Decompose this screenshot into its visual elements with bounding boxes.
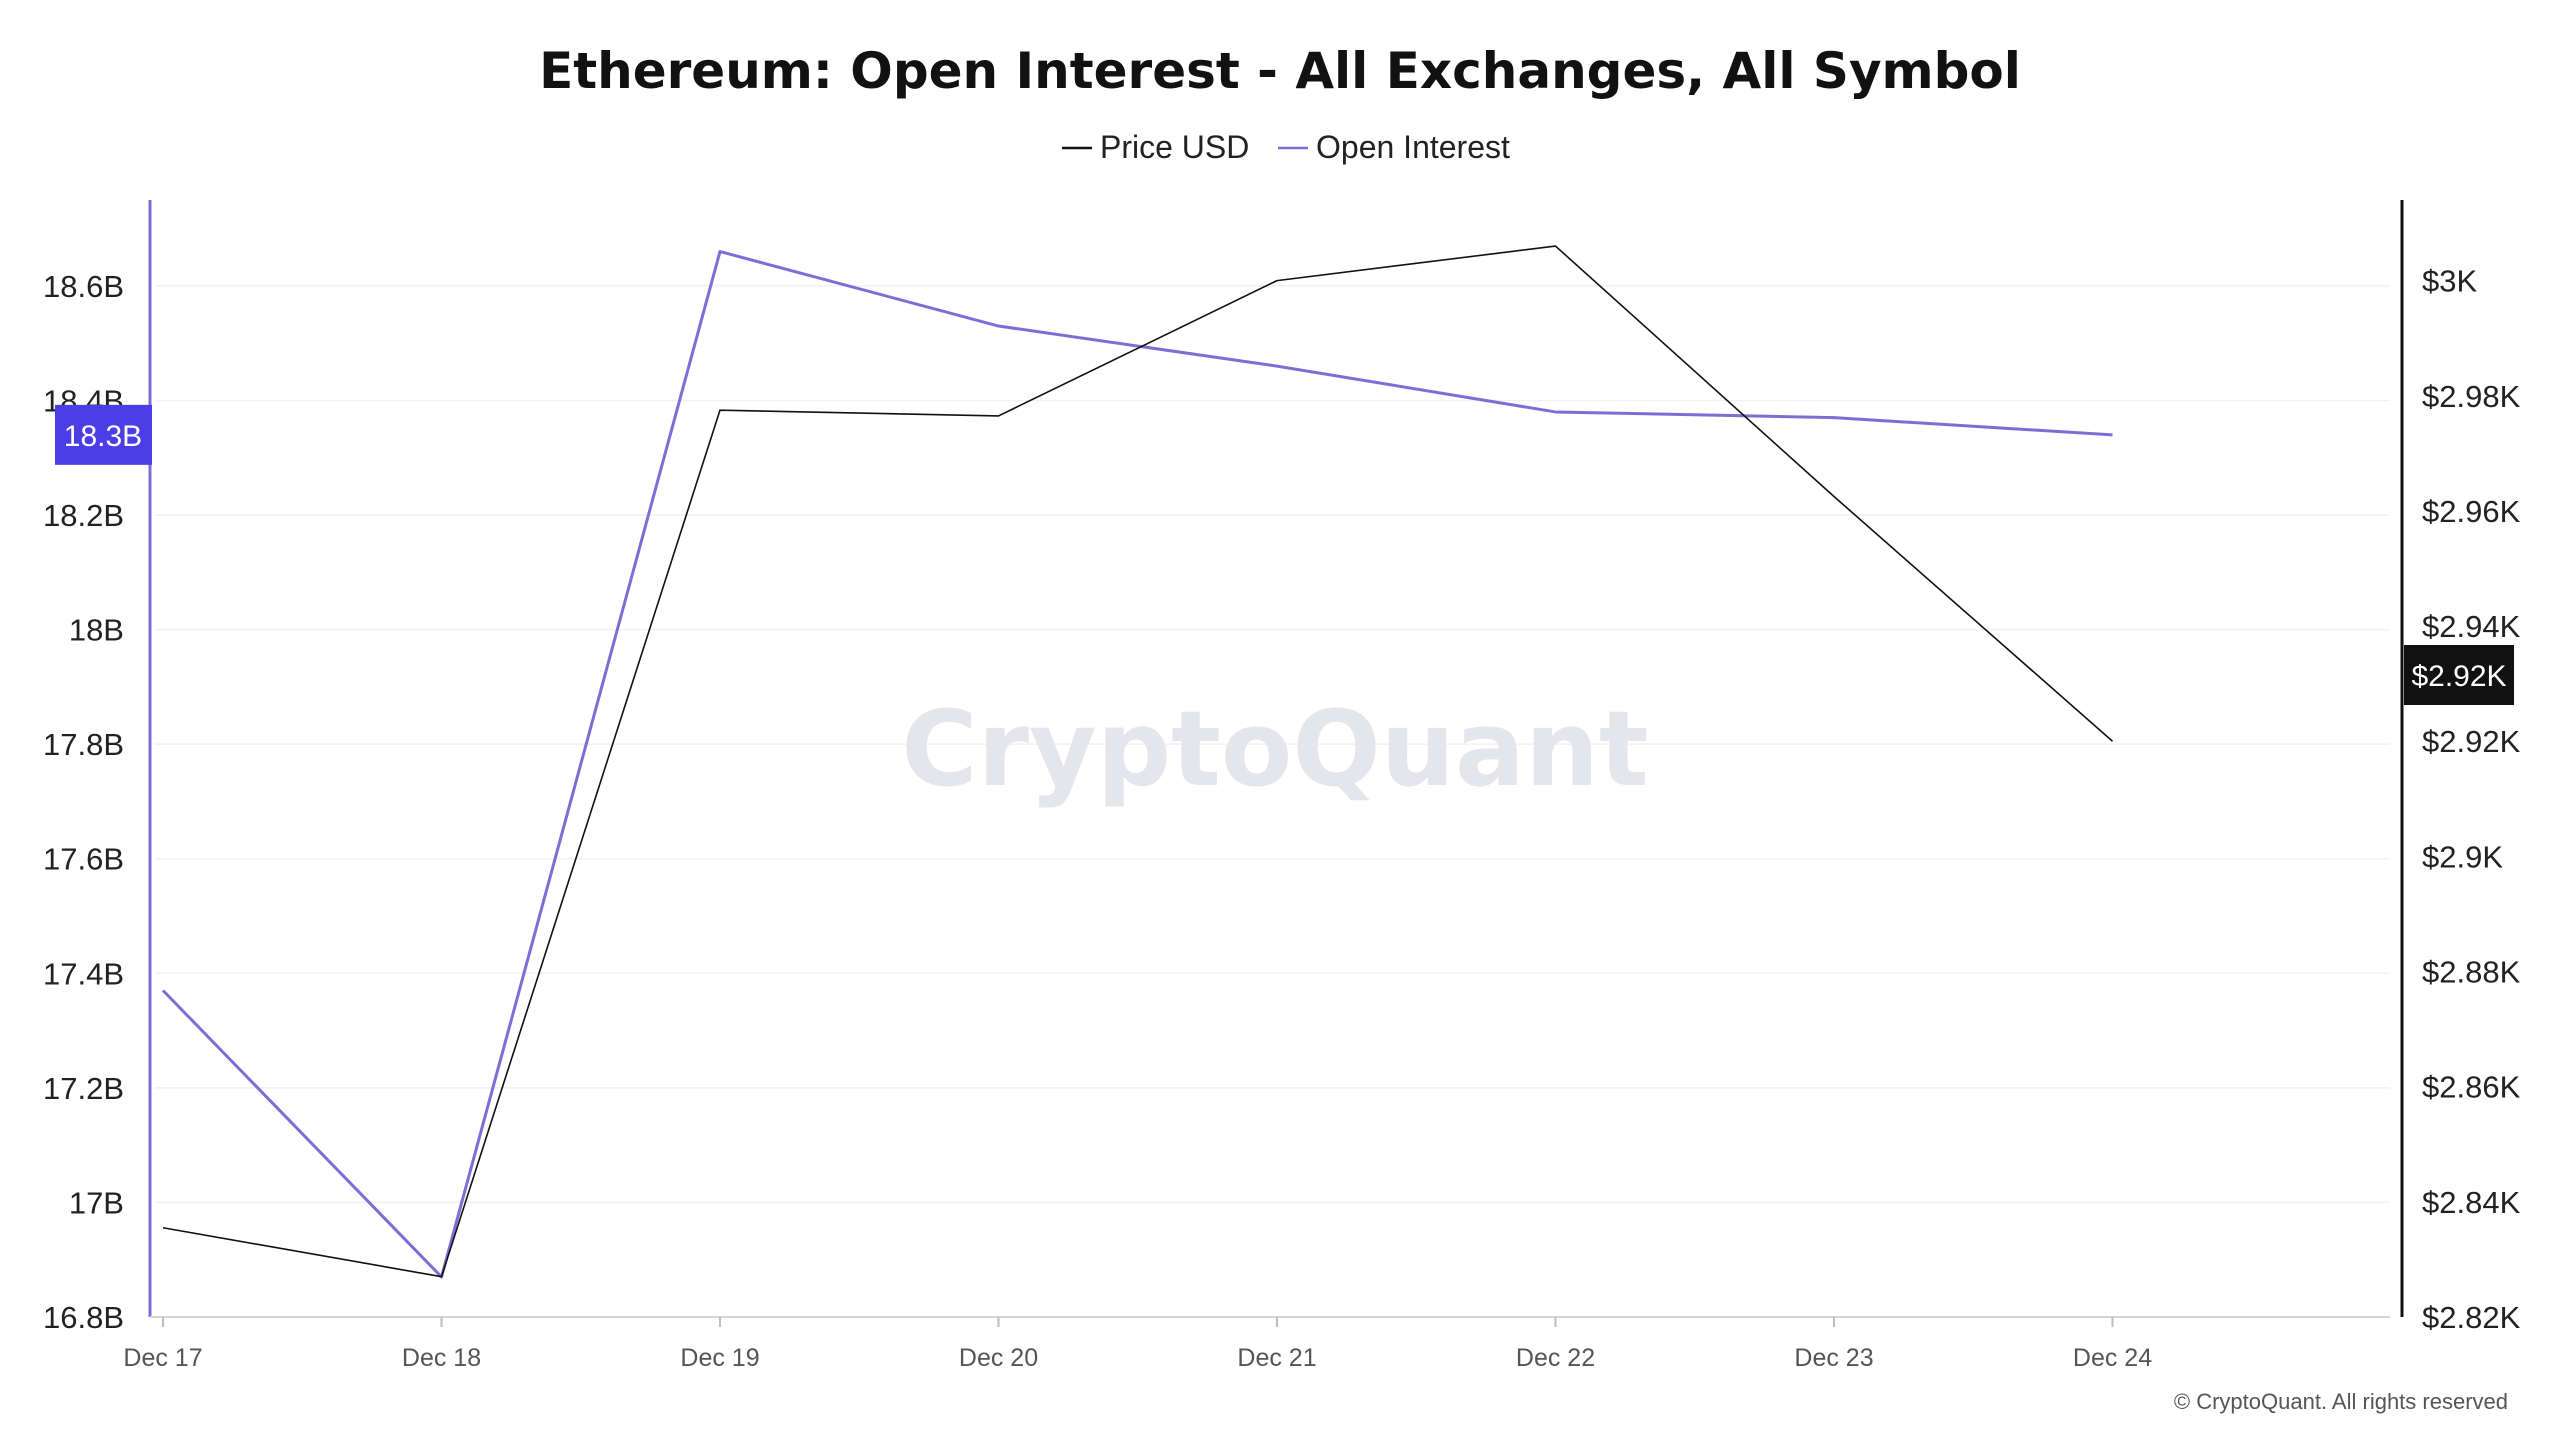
y-right-tick-label: $2.86K — [2422, 1070, 2521, 1105]
current-open-interest-badge-bg — [55, 404, 152, 465]
current-price-badge: $2.92K — [2411, 660, 2506, 693]
x-tick-label: Dec 19 — [680, 1344, 759, 1372]
series-lines — [161, 245, 2114, 1279]
current-price-badge-bg — [2404, 645, 2514, 706]
x-tick-label: Dec 22 — [1516, 1344, 1595, 1372]
legend-label-open-interest: Open Interest — [1316, 129, 1510, 165]
y-left-tick-label: 18.2B — [43, 498, 124, 533]
y-right-tick-label: $2.9K — [2422, 839, 2503, 874]
x-tick-label: Dec 20 — [959, 1344, 1038, 1372]
y-left-tick-labels: 18.6B18.4B18.2B18B17.8B17.6B17.4B17.2B17… — [43, 269, 124, 1335]
y-left-tick-label: 18.6B — [43, 269, 124, 304]
y-left-tick-label: 17.6B — [43, 842, 124, 877]
y-right-tick-label: $2.84K — [2422, 1185, 2521, 1220]
y-right-tick-labels: $3K $2.98K $2.96K $2.94K $2.92K $2.9K $2.88K $2… — [2422, 264, 2521, 1335]
current-value-badges: 18.3B $2.92K — [55, 404, 2514, 706]
legend: Price USD Open Interest — [1062, 129, 1510, 165]
y-right-tick-label: $2.82K — [2422, 1300, 2521, 1335]
y-left-tick-label: 17B — [69, 1185, 124, 1220]
y-right-tick-label: $2.98K — [2422, 379, 2521, 414]
x-tick-label: Dec 21 — [1237, 1344, 1316, 1372]
y-right-tick-label: $2.96K — [2422, 494, 2521, 529]
watermark: CryptoQuant — [901, 688, 1648, 810]
y-left-tick-label: 17.2B — [43, 1071, 124, 1106]
x-tick-label: Dec 23 — [1794, 1344, 1873, 1372]
y-right-tick-label: $3K — [2422, 264, 2477, 299]
x-tick-label: Dec 18 — [402, 1344, 481, 1372]
chart-title: Ethereum: Open Interest - All Exchanges,… — [539, 42, 2021, 100]
x-tick-labels: Dec 17 Dec 18 Dec 19 Dec 20 Dec 21 Dec 22 Dec … — [123, 1317, 2152, 1372]
y-right-tick-label: $2.94K — [2422, 609, 2521, 644]
y-left-tick-label: 17.4B — [43, 956, 124, 991]
current-open-interest-badge: 18.3B — [64, 420, 142, 453]
y-left-tick-label: 18B — [69, 613, 124, 648]
series-line-price — [162, 245, 2114, 1278]
y-right-tick-label: $2.92K — [2422, 724, 2521, 759]
legend-label-price: Price USD — [1100, 129, 1249, 165]
y-left-tick-label: 17.8B — [43, 727, 124, 762]
copyright-footer: © CryptoQuant. All rights reserved — [2174, 1389, 2508, 1414]
series-line-open-interest — [161, 250, 2113, 1279]
x-tick-label: Dec 24 — [2073, 1344, 2152, 1372]
x-tick-label: Dec 17 — [123, 1344, 202, 1372]
y-left-tick-label: 16.8B — [43, 1300, 124, 1335]
y-right-tick-label: $2.88K — [2422, 955, 2521, 990]
